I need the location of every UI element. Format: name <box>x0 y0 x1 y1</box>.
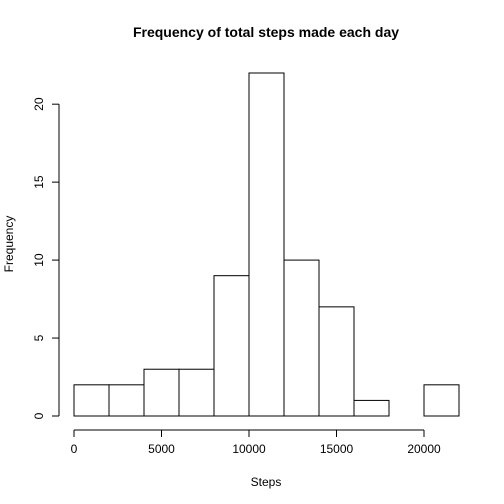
y-tick-label-4: 20 <box>32 97 46 111</box>
x-tick-label-4: 20000 <box>407 442 441 456</box>
x-axis: 0 5000 10000 15000 20000 <box>71 429 441 456</box>
histogram-bar-1 <box>108 384 145 417</box>
y-tick-label-2: 10 <box>32 253 46 267</box>
histogram-bar-8 <box>353 399 390 417</box>
histogram-bar-3 <box>178 368 215 417</box>
histogram-bar-2 <box>143 368 180 417</box>
x-tick-label-2: 10000 <box>232 442 266 456</box>
histogram-bar-0 <box>73 384 110 417</box>
y-axis-label: Frequency <box>2 216 16 273</box>
y-axis: 0 5 10 15 20 <box>32 97 60 419</box>
histogram-bar-4 <box>213 275 250 417</box>
histogram-bar-6 <box>283 259 320 417</box>
y-tick-label-1: 5 <box>32 334 46 341</box>
y-tick-label-3: 15 <box>32 175 46 189</box>
x-tick-label-0: 0 <box>71 442 78 456</box>
histogram-bar-7 <box>318 306 355 417</box>
histogram-bar-5 <box>248 72 285 417</box>
x-tick-label-1: 5000 <box>148 442 175 456</box>
x-tick-label-3: 15000 <box>320 442 354 456</box>
x-axis-label: Steps <box>251 475 282 489</box>
y-tick-label-0: 0 <box>32 412 46 419</box>
histogram-bar-10 <box>423 384 460 417</box>
chart-title: Frequency of total steps made each day <box>133 24 399 40</box>
bars-group <box>73 72 460 417</box>
